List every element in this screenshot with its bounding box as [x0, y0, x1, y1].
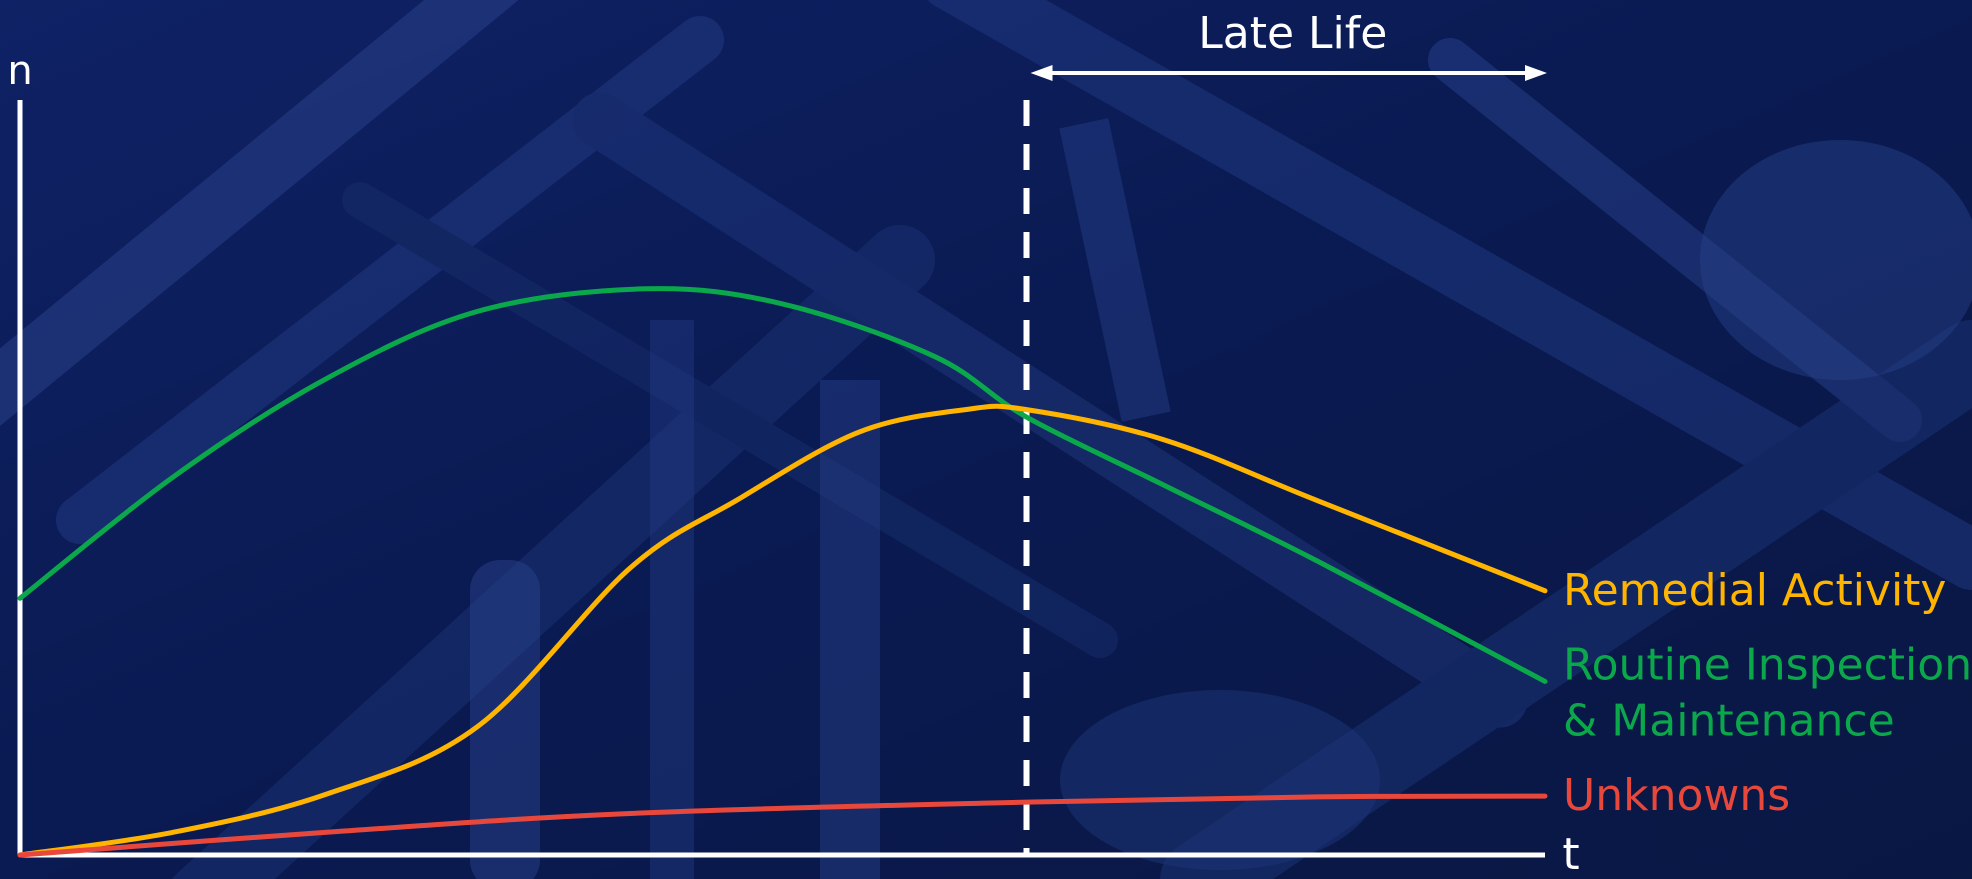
- late-life-annotation: Late Life: [1023, 8, 1547, 855]
- x-axis-label: t: [1562, 829, 1579, 879]
- arrow-left-head: [1030, 65, 1053, 81]
- legend-label-0-0: Routine Inspection: [1563, 639, 1972, 690]
- legend-label-0-1: & Maintenance: [1563, 695, 1895, 746]
- legend-label-2-0: Unknowns: [1563, 770, 1790, 821]
- legend-label-1-0: Remedial Activity: [1563, 565, 1946, 616]
- late-life-label: Late Life: [1198, 8, 1387, 59]
- arrow-right-head: [1525, 65, 1547, 81]
- series-line-0: [17, 286, 1548, 684]
- axes: n t: [7, 48, 1579, 879]
- y-axis-label: n: [7, 48, 32, 94]
- legend: Routine Inspection& Maintenance Remedial …: [1563, 565, 1972, 821]
- series-line-1: [17, 403, 1548, 858]
- series-line-2: [17, 793, 1548, 858]
- series-layer: [17, 286, 1548, 858]
